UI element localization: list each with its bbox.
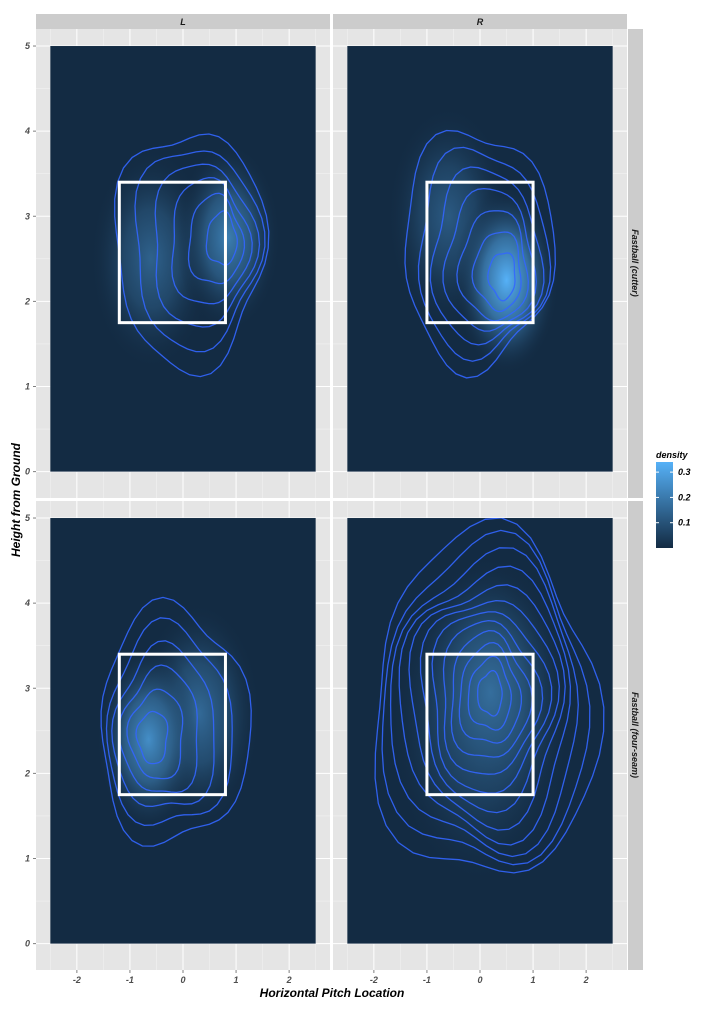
legend-tick-label: 0.2 [678, 492, 691, 502]
strip-col-L-bg [36, 14, 330, 29]
density-field [90, 133, 280, 378]
y-tick-label: 2 [24, 768, 30, 778]
contour-line [381, 529, 591, 866]
contour-line [450, 629, 533, 758]
contour-line [374, 518, 605, 874]
strip-row-fourseam-label: Fastball (four-seam) [630, 692, 640, 778]
density-blob [176, 143, 280, 332]
contour-line [442, 187, 537, 332]
strip-row-fourseam-bg [628, 501, 643, 970]
x-tick-label: -1 [423, 975, 431, 985]
contour-line [456, 210, 529, 322]
y-tick-label: 3 [25, 211, 30, 221]
contour-line [187, 192, 246, 285]
x-tick-label: 1 [234, 975, 239, 985]
contour-line [487, 252, 516, 302]
x-tick-label: 2 [583, 975, 589, 985]
y-tick-label: 1 [25, 853, 30, 863]
y-axis-title: Height from Ground [9, 442, 23, 557]
x-tick-label: 1 [531, 975, 536, 985]
density-blob [96, 645, 201, 834]
strike-zone [425, 652, 535, 797]
contour-line [417, 146, 552, 362]
facet-panel-R-3 [333, 501, 627, 970]
facet-panel-R-1 [333, 29, 627, 498]
y-tick-label: 3 [25, 683, 30, 693]
y-tick-label: 0 [25, 939, 30, 949]
y-tick-label: 5 [25, 41, 31, 51]
contour-line [105, 617, 233, 827]
strike-zone [117, 652, 227, 797]
contour-line [467, 655, 512, 731]
x-tick-label: -2 [370, 975, 378, 985]
contour-line [431, 611, 553, 794]
y-tick-label: 0 [25, 467, 30, 477]
contour-line [126, 688, 184, 780]
y-tick-label: 4 [24, 598, 30, 608]
y-tick-label: 2 [24, 296, 30, 306]
density-field [96, 596, 260, 847]
density-field [374, 518, 605, 885]
contour-line [100, 596, 252, 847]
contour-line [404, 129, 556, 379]
density-field [387, 105, 559, 379]
y-tick-label: 1 [25, 381, 30, 391]
x-axis-title: Horizontal Pitch Location [260, 986, 405, 1000]
contour-line [398, 565, 572, 846]
contour-line [134, 150, 266, 353]
contour-line [205, 210, 238, 266]
contour-line [389, 547, 579, 858]
strike-zone [117, 180, 227, 325]
contour-lines [404, 129, 556, 379]
strip-col-L-label: L [180, 17, 186, 27]
strip-col-R-label: R [477, 17, 484, 27]
strip-col-R-bg [333, 14, 627, 29]
contour-line [408, 584, 566, 831]
contour-line [111, 640, 215, 808]
x-tick-label: 0 [477, 975, 482, 985]
x-tick-label: 0 [180, 975, 185, 985]
facet-panels [36, 29, 627, 970]
legend-title: density [656, 450, 689, 460]
strike-zone [425, 180, 535, 325]
density-blob [413, 555, 568, 830]
axes: -2 -1 0 1 2 -2 -1 0 1 2 0 1 2 3 4 5 0 1 2 3 4 5 [24, 41, 589, 985]
contour-line [135, 710, 169, 765]
contour-line [171, 176, 253, 305]
legend-tick-label: 0.1 [678, 518, 691, 528]
y-tick-label: 5 [25, 513, 31, 523]
contour-line [477, 669, 503, 717]
legend-colorbar [656, 462, 673, 548]
legend: density 0.1 0.2 0.3 [656, 450, 691, 548]
x-tick-label: -1 [126, 975, 134, 985]
facet-panel-L-2 [36, 501, 330, 970]
strip-row-cutter-bg [628, 29, 643, 498]
strip-row-cutter-label: Fastball (cutter) [630, 229, 640, 297]
legend-tick-label: 0.3 [678, 467, 691, 477]
x-tick-label: -2 [73, 975, 81, 985]
y-tick-label: 4 [24, 126, 30, 136]
contour-line [471, 231, 522, 313]
x-tick-label: 2 [286, 975, 292, 985]
legend-ticks: 0.1 0.2 0.3 [656, 467, 691, 528]
facet-panel-L-0 [36, 29, 330, 498]
contour-line [442, 619, 544, 775]
